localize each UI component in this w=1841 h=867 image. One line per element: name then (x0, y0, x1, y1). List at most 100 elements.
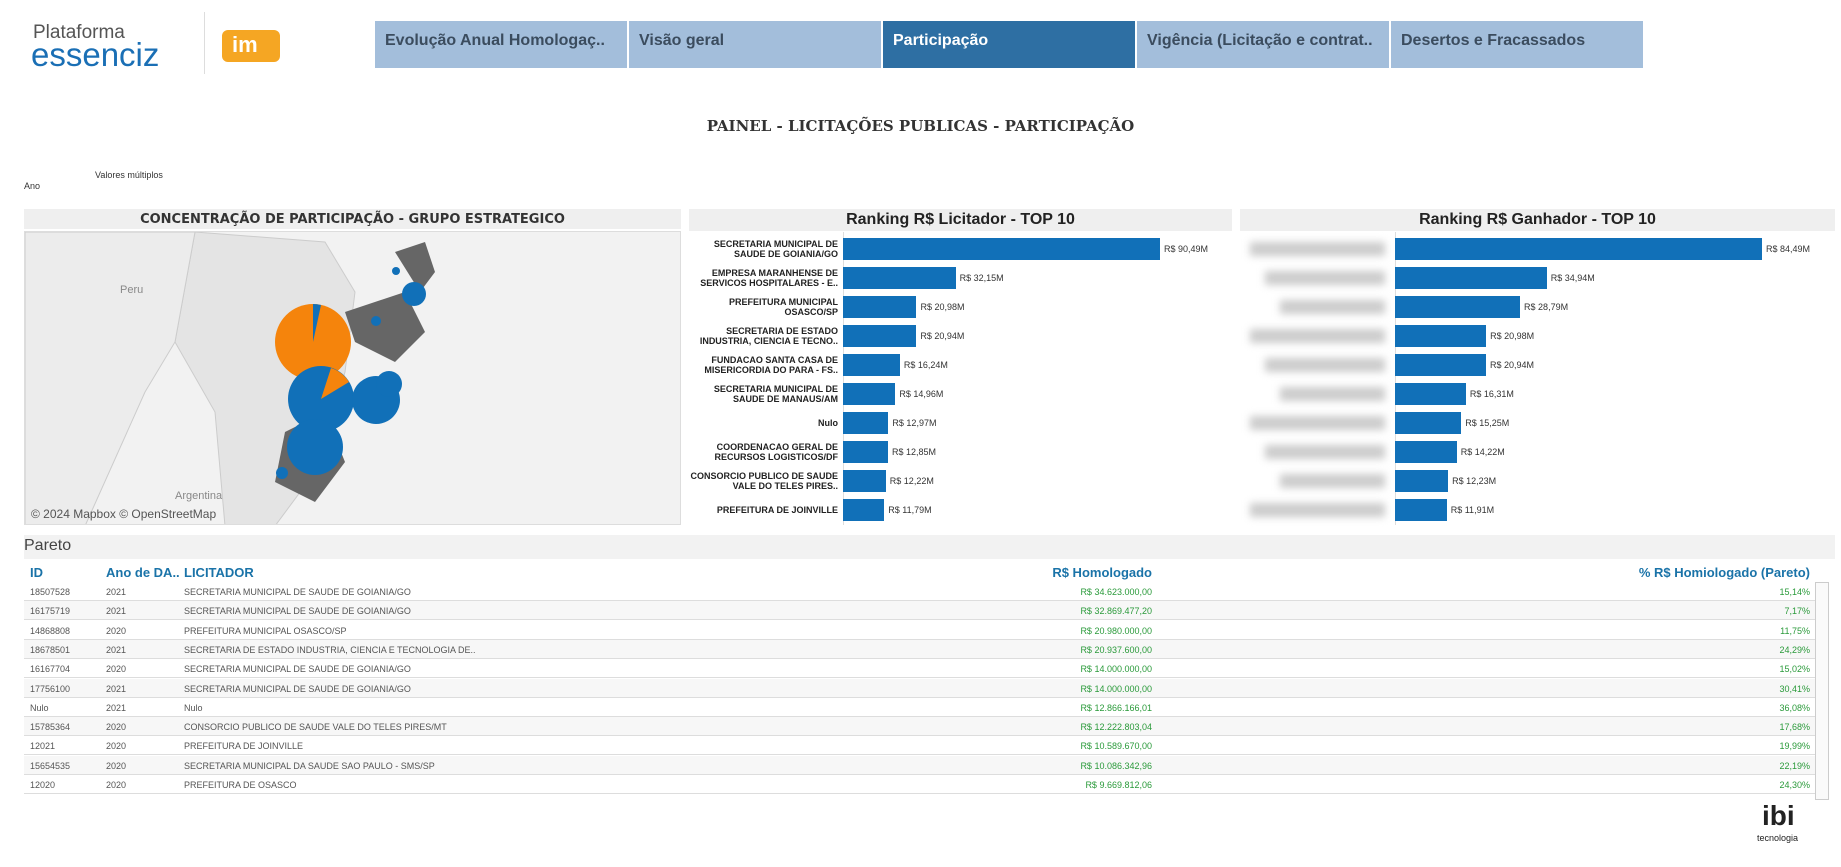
value-label: R$ 90,49M (1164, 243, 1209, 254)
value-label: R$ 16,31M (1469, 388, 1514, 399)
table-cell: R$ 12.866.166,01 (1080, 702, 1152, 713)
tab[interactable]: Evolução Anual Homologaç.. (375, 21, 627, 68)
blur (1280, 386, 1385, 401)
value-label: R$ 16,24M (903, 359, 948, 370)
axis-line (843, 232, 844, 525)
bar-row: FUNDACAO SANTA CASA DE MISERICORDIA DO P… (689, 350, 948, 379)
bar-row: R$ 11,91M (1240, 495, 1494, 524)
bar-row: SECRETARIA MUNICIPAL DE SAUDE DE GOIANIA… (689, 234, 1208, 263)
category-label: PREFEITURA MUNICIPAL OSASCO/SP (729, 296, 838, 317)
filter-label: Ano (24, 181, 41, 191)
pie (287, 419, 343, 475)
table-cell: R$ 12.222.803,04 (1080, 722, 1152, 733)
bar-row: R$ 84,49M (1240, 234, 1810, 263)
category-label-blurred (1240, 299, 1395, 314)
bar (1395, 324, 1487, 347)
bar-row: R$ 12,23M (1240, 466, 1496, 495)
category-label-blurred (1240, 502, 1395, 517)
bar (843, 295, 917, 318)
table-head-band (24, 535, 1835, 559)
bar-row: EMPRESA MARANHENSE DE SERVICOS HOSPITALA… (689, 263, 1004, 292)
axis-line (1395, 232, 1396, 525)
table-cell: 14868808 (30, 625, 71, 636)
value-label: R$ 12,97M (892, 417, 937, 428)
scrollbar[interactable] (1815, 582, 1829, 800)
value-label: R$ 12,23M (1452, 475, 1497, 486)
category-label-blurred (1240, 270, 1395, 285)
table-cell: 2020 (106, 760, 127, 771)
table-cell: 15654535 (30, 760, 71, 771)
filter-value[interactable]: Valores múltiplos (95, 170, 163, 180)
category-label: CONSORCIO PUBLICO DE SAUDE VALE DO TELES… (690, 470, 838, 491)
table-cell: CONSORCIO PUBLICO DE SAUDE VALE DO TELES… (184, 722, 447, 733)
category-label: SECRETARIA MUNICIPAL DE SAUDE DE GOIANIA… (713, 238, 838, 259)
table-cell: SECRETARIA MUNICIPAL DE SAUDE DE GOIANIA… (184, 587, 411, 597)
category-label-blurred (1240, 415, 1395, 430)
table-cell: 16175719 (30, 606, 71, 617)
category-label-blurred (1240, 241, 1395, 256)
chart-title: Ranking R$ Ganhador - TOP 10 (1240, 209, 1835, 231)
chart-title: Ranking R$ Licitador - TOP 10 (689, 209, 1232, 231)
table-cell: 7,17% (1784, 606, 1810, 617)
blur (1250, 502, 1385, 517)
table-cell: 30,41% (1779, 683, 1810, 694)
category-label: FUNDACAO SANTA CASA DE MISERICORDIA DO P… (704, 354, 838, 375)
bar-row: R$ 28,79M (1240, 292, 1568, 321)
bar-row: CONSORCIO PUBLICO DE SAUDE VALE DO TELES… (689, 466, 934, 495)
bar (843, 469, 886, 492)
tab[interactable]: Desertos e Fracassados (1391, 21, 1643, 68)
table-cell: 18678501 (30, 644, 71, 655)
table-cell: 2021 (106, 702, 127, 713)
place-label: Peru (120, 284, 144, 296)
column-header[interactable]: ID (30, 565, 43, 580)
value-label: R$ 11,79M (888, 504, 932, 515)
table-cell: 12020 (30, 780, 56, 790)
blur (1250, 241, 1385, 256)
table-cell: 22,19% (1779, 760, 1810, 771)
table-cell: 12021 (30, 741, 56, 752)
table-cell: Nulo (30, 702, 49, 713)
table-cell: 19,99% (1779, 741, 1810, 752)
bar-row: Nulo R$ 12,97M (689, 408, 936, 437)
table-cell: 11,75% (1780, 625, 1810, 636)
bar-row: R$ 34,94M (1240, 263, 1595, 292)
table-cell: SECRETARIA MUNICIPAL DA SAUDE SAO PAULO … (184, 760, 435, 771)
bar (843, 266, 956, 289)
bar (843, 353, 900, 376)
pie (371, 316, 381, 326)
bar (843, 237, 1160, 260)
table-cell: PREFEITURA DE JOINVILLE (184, 741, 304, 752)
value-label: R$ 20,94M (1489, 359, 1534, 370)
footer-logo: ibi (1762, 800, 1795, 831)
tab[interactable]: Participação (883, 21, 1135, 68)
table-cell: 17,68% (1779, 722, 1810, 733)
category-label: PREFEITURA DE JOINVILLE (716, 504, 838, 515)
table-cell: 2020 (106, 780, 127, 790)
land (25, 232, 196, 524)
tab[interactable]: Visão geral (629, 21, 881, 68)
table-cell: 16167704 (30, 664, 71, 675)
bar-row: COORDENACAO GERAL DE RECURSOS LOGISTICOS… (689, 437, 936, 466)
table-cell: 2021 (106, 587, 127, 597)
value-label: R$ 15,25M (1465, 417, 1510, 428)
column-header[interactable]: LICITADOR (184, 565, 254, 580)
table-cell: R$ 14.000.000,00 (1080, 683, 1152, 694)
map: Peru Argentina © 2024 Mapbox © OpenStree… (24, 231, 681, 525)
map-title: CONCENTRAÇÃO DE PARTICIPAÇÃO - GRUPO EST… (24, 209, 681, 229)
blur (1265, 357, 1385, 372)
column-header[interactable]: R$ Homologado (1052, 565, 1152, 580)
table-cell: Nulo (184, 702, 203, 713)
divider (204, 12, 205, 74)
table-cell: 2021 (106, 683, 127, 694)
bar (1395, 266, 1547, 289)
column-header[interactable]: % R$ Homiologado (Pareto) (1638, 565, 1810, 580)
brand-top: Plataforma (33, 22, 125, 43)
table-cell: PREFEITURA MUNICIPAL OSASCO/SP (184, 625, 347, 636)
column-header[interactable]: Ano de DA.. (106, 565, 180, 580)
table-row: 18507528 2021 SECRETARIA MUNICIPAL DE SAUD… (24, 582, 1820, 601)
pie (376, 371, 402, 397)
tab[interactable]: Vigência (Licitação e contrat.. (1137, 21, 1389, 68)
category-label: SECRETARIA DE ESTADO INDUSTRIA, CIENCIA … (699, 325, 838, 346)
bar-row: R$ 20,98M (1240, 321, 1534, 350)
